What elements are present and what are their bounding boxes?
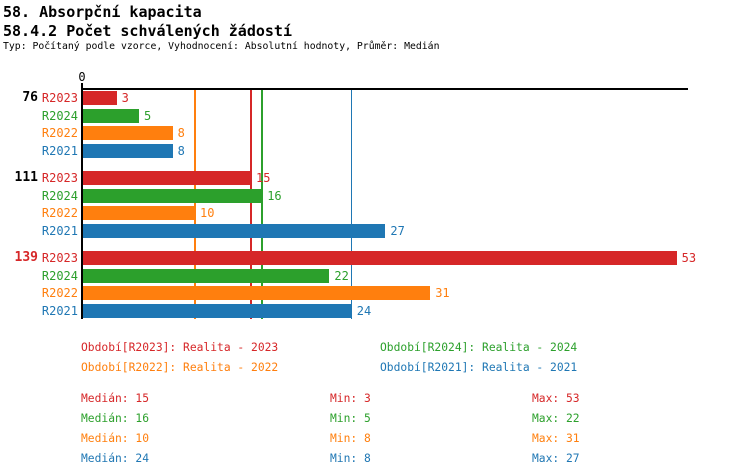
bar-value-label: 3 [121, 91, 129, 105]
bar-r2021 [83, 303, 352, 318]
stat-min-r2021: Min: 8 [330, 452, 371, 465]
bar-value-label: 15 [256, 171, 271, 185]
stat-max-r2024: Max: 22 [532, 412, 580, 425]
chart-meta-line: Typ: Počítaný podle vzorce, Vyhodnocení:… [3, 41, 440, 52]
stat-min-r2023: Min: 3 [330, 392, 371, 405]
bar-value-label: 5 [144, 108, 152, 123]
stat-median-r2022: Medián: 10 [81, 432, 150, 445]
bar-series-label: R2022 [41, 126, 78, 140]
legend-item-r2024: Období[R2024]: Realita - 2024 [380, 341, 578, 354]
bar-value-label: 8 [177, 126, 185, 140]
group-label: 111 [14, 170, 38, 185]
bar-series-label: R2021 [41, 143, 78, 158]
bar-series-label: R2023 [41, 91, 78, 105]
legend-item-r2023: Období[R2023]: Realita - 2023 [81, 341, 279, 354]
bar-r2023 [83, 251, 677, 265]
bar-value-label: 8 [177, 143, 185, 158]
stat-max-r2022: Max: 31 [532, 432, 580, 445]
stat-median-r2024: Medián: 16 [81, 412, 150, 425]
bar-r2022 [83, 286, 431, 300]
stat-min-r2024: Min: 5 [330, 412, 371, 425]
bar-series-label: R2021 [41, 303, 78, 318]
stat-max-r2021: Max: 27 [532, 452, 580, 465]
chart-legend: Období[R2023]: Realita - 2023 Období[R20… [81, 340, 741, 380]
bar-value-label: 10 [200, 206, 215, 220]
bar-r2022 [83, 126, 173, 140]
x-axis-line [81, 88, 688, 90]
bar-r2023 [83, 91, 117, 105]
bar-value-label: 16 [267, 188, 282, 203]
bar-value-label: 27 [390, 223, 405, 238]
bar-value-label: 53 [681, 251, 697, 265]
bar-r2024 [83, 268, 330, 283]
median-line-r2024 [261, 90, 263, 319]
bar-series-label: R2024 [41, 108, 78, 123]
bar-r2021 [83, 223, 386, 238]
bar-series-label: R2023 [41, 171, 78, 185]
y-axis-line [81, 83, 83, 319]
bar-r2022 [83, 206, 195, 220]
median-line-r2022 [194, 90, 196, 319]
bar-value-label: 24 [356, 303, 372, 318]
bar-series-label: R2021 [41, 223, 78, 238]
legend-item-r2021: Období[R2021]: Realita - 2021 [380, 361, 578, 374]
bar-r2021 [83, 143, 173, 158]
bar-r2024 [83, 188, 263, 203]
bar-series-label: R2022 [41, 286, 78, 300]
stat-max-r2023: Max: 53 [532, 392, 580, 405]
bar-r2023 [83, 171, 251, 185]
stat-median-r2023: Medián: 15 [81, 392, 150, 405]
median-line-r2021 [350, 90, 353, 319]
median-line-r2023 [250, 90, 252, 319]
group-label: 139 [14, 250, 38, 265]
page-subtitle: 58.4.2 Počet schválených žádostí [3, 22, 292, 40]
bar-value-label: 22 [334, 268, 349, 283]
page-title: 58. Absorpční kapacita [3, 3, 202, 21]
bar-series-label: R2024 [41, 188, 78, 203]
bar-r2024 [83, 108, 139, 123]
stat-min-r2022: Min: 8 [330, 432, 371, 445]
group-label: 76 [22, 90, 38, 105]
bar-value-label: 31 [435, 286, 450, 300]
bar-series-label: R2023 [41, 251, 78, 265]
x-axis-origin-label: 0 [78, 70, 86, 84]
bar-series-label: R2022 [41, 206, 78, 220]
legend-item-r2022: Období[R2022]: Realita - 2022 [81, 361, 279, 374]
bar-series-label: R2024 [41, 268, 78, 283]
chart-stats: Medián: 15 Min: 3 Max: 53 Medián: 16 Min… [81, 391, 741, 471]
stat-median-r2021: Medián: 24 [81, 452, 150, 465]
